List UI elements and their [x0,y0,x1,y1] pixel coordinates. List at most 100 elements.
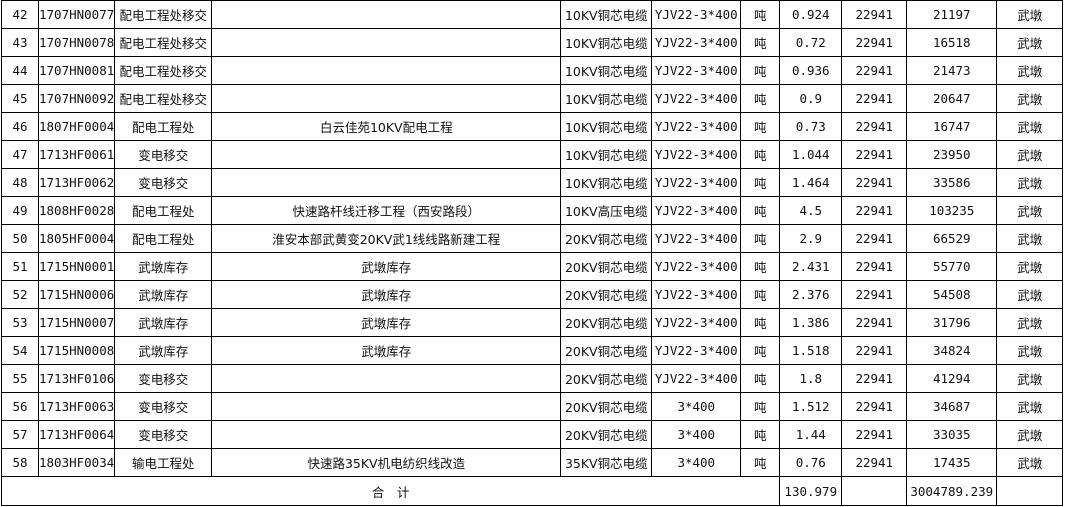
cell-location: 武墩 [996,448,1064,477]
cell-quantity: 1.464 [779,168,843,197]
cell-material-name: 10KV铜芯电缆 [560,84,653,113]
cell-material-name: 10KV铜芯电缆 [560,140,653,169]
cell-row-number: 57 [1,420,39,449]
cell-source-unit: 变电移交 [114,420,213,449]
cell-location: 武墩 [996,336,1064,365]
cell-project-name: 武墩库存 [211,336,562,365]
total-quantity: 130.979 [779,476,843,506]
cell-unit-price: 22941 [841,280,908,309]
cell-quantity: 2.9 [779,224,843,253]
cell-spec: YJV22-3*400 [651,364,742,393]
cell-location: 武墩 [996,420,1064,449]
cell-unit-price: 22941 [841,308,908,337]
cell-source-unit: 变电移交 [114,168,213,197]
cell-material-name: 20KV铜芯电缆 [560,224,653,253]
cell-quantity: 0.76 [779,448,843,477]
cell-row-number: 45 [1,84,39,113]
cell-location: 武墩 [996,252,1064,281]
table-row: 47 1713HF0061 变电移交 10KV铜芯电缆 YJV22-3*400 吨 1.04… [1,140,1064,169]
table-row: 43 1707HN0078 配电工程处移交 10KV铜芯电缆 YJV22-3*400 吨 0… [1,28,1064,57]
cell-unit: 吨 [740,364,781,393]
cell-project-name: 武墩库存 [211,252,562,281]
cell-amount: 23950 [906,140,998,169]
cell-quantity: 0.924 [779,0,843,29]
total-amount: 3004789.239 [906,476,998,506]
cell-source-unit: 配电工程处移交 [114,84,213,113]
cell-amount: 33035 [906,420,998,449]
table-row: 55 1713HF0106 变电移交 20KV铜芯电缆 YJV22-3*400 吨 1.8 2… [1,364,1064,393]
cell-location: 武墩 [996,364,1064,393]
cell-unit-price: 22941 [841,252,908,281]
cell-material-name: 10KV铜芯电缆 [560,56,653,85]
cell-project-code: 1808HF0028 [37,196,116,225]
cell-location: 武墩 [996,56,1064,85]
cell-amount: 17435 [906,448,998,477]
cell-material-name: 35KV铜芯电缆 [560,448,653,477]
cell-spec: 3*400 [651,420,742,449]
table-row: 54 1715HN0008 武墩库存 武墩库存 20KV铜芯电缆 YJV22-3*400 吨… [1,336,1064,365]
cell-amount: 55770 [906,252,998,281]
table-row: 52 1715HN0006 武墩库存 武墩库存 20KV铜芯电缆 YJV22-3*400 吨… [1,280,1064,309]
cell-unit: 吨 [740,448,781,477]
cell-source-unit: 变电移交 [114,392,213,421]
cell-source-unit: 变电移交 [114,364,213,393]
cell-project-code: 1713HF0061 [37,140,116,169]
cell-project-code: 1713HF0062 [37,168,116,197]
cell-material-name: 10KV铜芯电缆 [560,28,653,57]
total-label: 合 计 [0,476,781,506]
cell-material-name: 20KV铜芯电缆 [560,280,653,309]
cell-row-number: 44 [1,56,39,85]
cell-spec: YJV22-3*400 [651,28,742,57]
table-row: 57 1713HF0064 变电移交 20KV铜芯电缆 3*400 吨 1.44 22941 3… [1,420,1064,449]
cell-location: 武墩 [996,196,1064,225]
cell-unit-price: 22941 [841,224,908,253]
cell-material-name: 20KV铜芯电缆 [560,308,653,337]
cell-quantity: 1.518 [779,336,843,365]
cell-location: 武墩 [996,308,1064,337]
cell-location: 武墩 [996,280,1064,309]
cell-amount: 103235 [906,196,998,225]
cell-amount: 21197 [906,0,998,29]
cell-location: 武墩 [996,84,1064,113]
total-row: 合 计 130.979 3004789.239 [0,476,1064,506]
cell-row-number: 50 [1,224,39,253]
cell-unit-price: 22941 [841,0,908,29]
cell-unit: 吨 [740,280,781,309]
total-location [996,476,1064,506]
cell-spec: YJV22-3*400 [651,168,742,197]
cell-unit: 吨 [740,28,781,57]
cell-unit: 吨 [740,420,781,449]
cell-unit: 吨 [740,112,781,141]
cell-quantity: 2.376 [779,280,843,309]
cell-source-unit: 配电工程处移交 [114,56,213,85]
cell-project-name [211,84,562,113]
cell-unit-price: 22941 [841,448,908,477]
cell-project-name [211,364,562,393]
cell-row-number: 56 [1,392,39,421]
cell-row-number: 52 [1,280,39,309]
cell-amount: 21473 [906,56,998,85]
table-row: 56 1713HF0063 变电移交 20KV铜芯电缆 3*400 吨 1.512 22941… [1,392,1064,421]
table-row: 46 1807HF0004 配电工程处 白云佳苑10KV配电工程 10KV铜芯电缆 YJV… [1,112,1064,141]
cell-unit: 吨 [740,56,781,85]
cell-project-code: 1715HN0001 [37,252,116,281]
cell-unit-price: 22941 [841,364,908,393]
cell-material-name: 20KV铜芯电缆 [560,364,653,393]
cell-row-number: 58 [1,448,39,477]
cell-row-number: 54 [1,336,39,365]
cell-unit-price: 22941 [841,28,908,57]
cell-amount: 33586 [906,168,998,197]
cell-unit: 吨 [740,336,781,365]
cell-amount: 34824 [906,336,998,365]
cell-amount: 41294 [906,364,998,393]
cell-location: 武墩 [996,112,1064,141]
cell-row-number: 43 [1,28,39,57]
cell-location: 武墩 [996,224,1064,253]
cell-project-name [211,392,562,421]
cell-spec: YJV22-3*400 [651,308,742,337]
cell-project-name [211,28,562,57]
cell-project-name [211,168,562,197]
cell-unit: 吨 [740,140,781,169]
cell-project-code: 1707HN0081 [37,56,116,85]
cell-unit: 吨 [740,392,781,421]
